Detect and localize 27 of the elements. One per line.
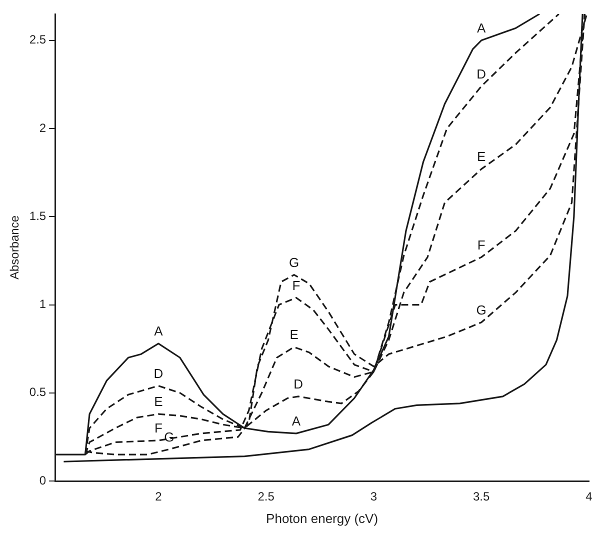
annotation: G [476,302,486,318]
annotation: E [154,394,164,410]
y-tick-label: 0 [39,473,46,488]
annotation: A [292,413,301,428]
annotation: D [294,376,304,392]
y-tick-label: 1 [39,297,46,312]
y-tick-label: 1.5 [29,208,46,223]
y-axis-title: Absorbance [8,215,22,280]
annotation: G [288,254,300,270]
y-tick-label: 0.5 [29,385,46,400]
annotation: E [290,327,299,342]
x-tick-label: 2 [155,490,162,504]
annotation: F [154,420,162,436]
x-tick-label: 3 [370,490,378,504]
x-tick-label: 4 [586,490,593,504]
annotation: D [154,366,164,381]
x-axis-title: Photon energy (cV) [266,510,378,526]
y-tick-label: 2 [39,120,46,135]
annotation: E [477,149,486,164]
annotation: A [154,324,164,339]
x-tick-label: 2.5 [258,490,275,504]
annotation: D [476,66,486,82]
annotation: F [292,278,300,293]
x-tick-label: 3.5 [473,490,490,504]
annotation: F [477,237,486,252]
annotation: A [477,20,486,36]
y-tick-label: 2.5 [29,32,46,47]
